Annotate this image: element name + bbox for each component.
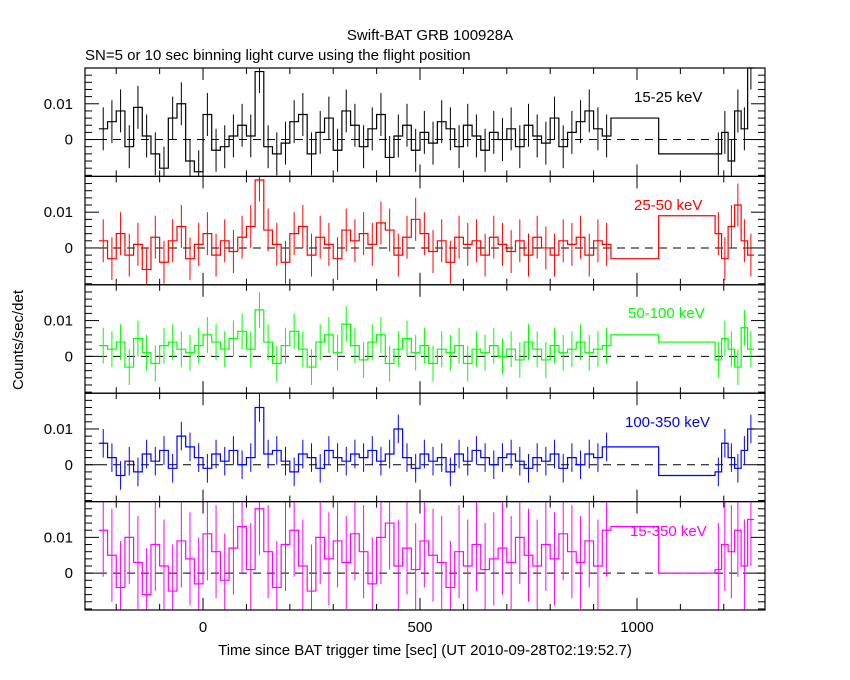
x-tick-label: 500 [407, 619, 432, 636]
y-tick-label: 0.01 [44, 421, 73, 438]
y-tick-label: 0 [65, 348, 73, 365]
y-tick-label: 0 [65, 457, 73, 474]
panel-frame [84, 284, 766, 394]
series-line [98, 179, 755, 271]
y-tick-label: 0.01 [44, 96, 73, 113]
panel-frame [84, 67, 766, 178]
panel-100-350-kev: 0 0.01 100-350 keV [44, 392, 766, 503]
panel-frame [84, 501, 766, 611]
y-tick-label: 0.01 [44, 529, 73, 546]
chart-title: Swift-BAT GRB 100928A [347, 27, 513, 44]
y-tick-label: 0.01 [44, 204, 73, 221]
x-tick-label: 0 [199, 619, 207, 636]
panel-frame [84, 175, 766, 286]
panel-25-50-kev: 0 0.01 25-50 keV [44, 175, 766, 286]
panel-label: 15-350 keV [630, 523, 707, 540]
panel-15-25-kev: 0 0.01 15-25 keV [44, 67, 766, 178]
chart-subtitle: SN=5 or 10 sec binning light curve using… [85, 47, 471, 64]
x-axis-label: Time since BAT trigger time [sec] (UT 20… [218, 642, 632, 659]
series-line [98, 67, 755, 173]
x-tick-label: 1000 [620, 619, 653, 636]
y-tick-label: 0 [65, 132, 73, 149]
series-line [98, 309, 755, 368]
panel-15-350-kev: 0 0.01 15-350 keV [44, 501, 766, 611]
panel-label: 100-350 keV [625, 414, 710, 431]
panel-label: 15-25 keV [634, 89, 702, 106]
series-line [98, 508, 755, 596]
panel-label: 50-100 keV [628, 305, 705, 322]
y-axis-label: Counts/sec/det [10, 289, 27, 390]
panel-label: 25-50 keV [634, 197, 702, 214]
series-line [98, 406, 755, 477]
y-tick-label: 0 [65, 240, 73, 257]
y-tick-label: 0.01 [44, 313, 73, 330]
y-tick-label: 0 [65, 565, 73, 582]
panel-50-100-kev: 0 0.01 50-100 keV [44, 284, 766, 394]
